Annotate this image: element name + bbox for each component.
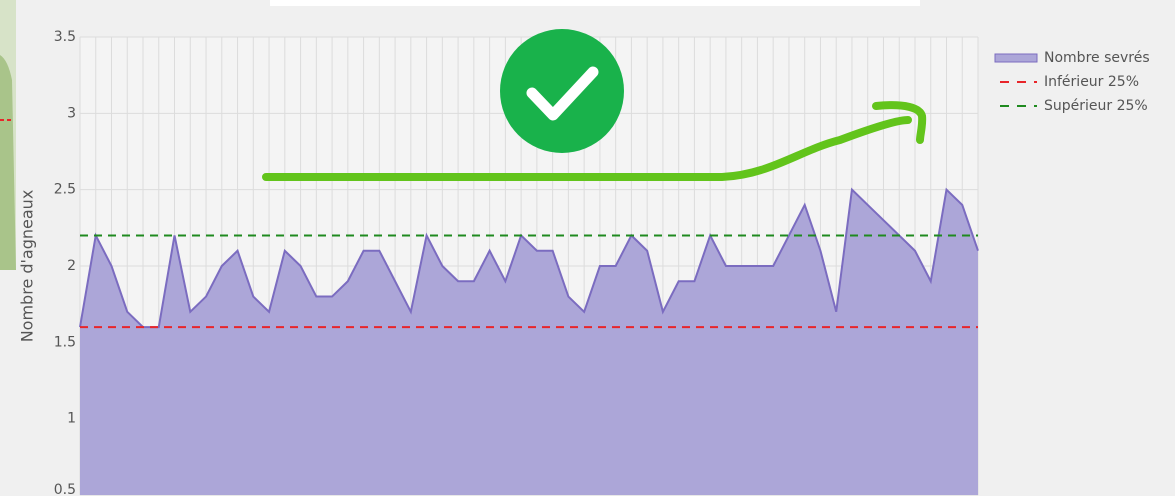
y-tick-label: 1: [67, 411, 76, 427]
check-badge: [500, 29, 624, 153]
y-tick-label: 3: [67, 105, 76, 121]
y-tick-label: 3.5: [54, 29, 76, 45]
legend-label: Nombre sevrés: [1044, 50, 1150, 66]
y-tick-label: 1.5: [54, 334, 76, 350]
legend-label: Inférieur 25%: [1044, 74, 1139, 90]
y-axis-label: Nombre d'agneaux: [18, 190, 37, 343]
title-strip: [270, 0, 920, 6]
legend-swatch: [994, 53, 1038, 63]
y-tick-label: 0.5: [54, 482, 76, 496]
trend-arrow: [262, 101, 927, 181]
legend-label: Supérieur 25%: [1044, 98, 1148, 114]
area-line: [79, 187, 979, 329]
side-thumbnail: [0, 0, 16, 270]
y-tick-label: 2: [67, 258, 76, 274]
y-tick-label: 2.5: [54, 182, 76, 198]
